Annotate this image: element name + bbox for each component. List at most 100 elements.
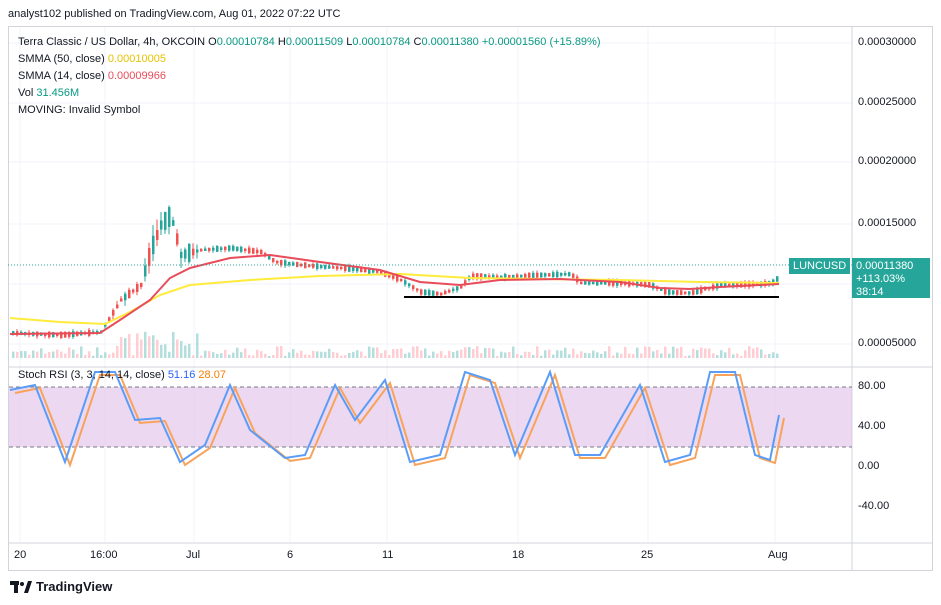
price-tick: 0.00025000: [858, 96, 917, 108]
stoch-band: [9, 387, 852, 447]
volume-bar: [240, 352, 243, 358]
volume-bar: [436, 353, 439, 358]
volume-bar: [348, 352, 351, 358]
candle-body: [564, 273, 567, 276]
smma-50-legend[interactable]: SMMA (50, close) 0.00010005: [18, 53, 166, 65]
candle-body: [728, 283, 731, 286]
volume-bar: [140, 339, 143, 358]
volume-bar: [468, 346, 471, 358]
candle-body: [172, 220, 175, 226]
candle-body: [116, 304, 119, 309]
volume-bar: [404, 353, 407, 358]
volume-bar: [188, 343, 191, 358]
candle-body: [444, 290, 447, 295]
candle-body: [180, 251, 183, 259]
volume-bar: [364, 355, 367, 358]
candle-body: [604, 281, 607, 285]
candle-body: [696, 288, 699, 295]
candle-body: [308, 264, 311, 267]
volume-bar: [232, 352, 235, 358]
stoch-legend[interactable]: Stoch RSI (3, 3, 14, 14, close) 51.16 28…: [18, 369, 226, 381]
candle-body: [660, 288, 663, 291]
candle-body: [132, 289, 135, 293]
candle-body: [536, 272, 539, 278]
candle-body: [440, 292, 443, 296]
candle-body: [280, 259, 283, 266]
candle-body: [268, 255, 271, 260]
volume-bar: [104, 352, 107, 358]
candle-body: [108, 317, 111, 322]
volume-bar: [276, 346, 279, 358]
volume-bar: [328, 348, 331, 358]
volume-bar: [80, 346, 83, 358]
candle-body: [200, 248, 203, 252]
candle-body: [184, 249, 187, 259]
current-change: +113.03%: [856, 273, 906, 285]
candle-body: [552, 272, 555, 278]
tradingview-logo[interactable]: TradingView: [10, 579, 112, 594]
volume-bar: [472, 348, 475, 358]
volume-bar: [100, 355, 103, 358]
candle-body: [512, 274, 515, 278]
volume-bar: [440, 351, 443, 358]
chart-frame[interactable]: [8, 26, 933, 571]
candle-body: [372, 269, 375, 273]
volume-bar: [460, 349, 463, 358]
candle-body: [192, 248, 195, 256]
volume-bar: [424, 348, 427, 358]
candle-body: [136, 283, 139, 293]
candle-body: [716, 283, 719, 289]
volume-bar: [332, 352, 335, 358]
volume-legend[interactable]: Vol 31.456M: [18, 87, 80, 99]
candle-body: [432, 290, 435, 296]
candle-body: [348, 265, 351, 272]
candle-body: [112, 310, 115, 316]
volume-bar: [512, 346, 515, 358]
volume-bar: [296, 352, 299, 358]
ohlc-legend: Terra Classic / US Dollar, 4h, OKCOIN O0…: [18, 36, 601, 48]
symbol-title[interactable]: Terra Classic / US Dollar, 4h, OKCOIN: [18, 36, 206, 48]
time-tick: 6: [287, 549, 294, 561]
volume-bar: [72, 349, 75, 358]
volume-bar: [160, 344, 163, 358]
volume-bar: [292, 349, 295, 358]
volume-bar: [224, 349, 227, 358]
candle-body: [404, 280, 407, 285]
candle-body: [292, 262, 295, 266]
candle-body: [652, 283, 655, 289]
volume-bar: [212, 352, 215, 358]
candle-body: [352, 267, 355, 271]
candle-body: [152, 235, 155, 255]
candle-body: [232, 245, 235, 251]
grid-lines: [9, 27, 852, 542]
candle-body: [724, 282, 727, 287]
candle-body: [736, 282, 739, 287]
moving-legend[interactable]: MOVING: Invalid Symbol: [18, 104, 141, 116]
volume-bar: [132, 355, 135, 358]
time-tick: 20: [14, 549, 27, 561]
volume-bar: [744, 350, 747, 358]
candle-body: [680, 290, 683, 295]
volume-bar: [120, 337, 123, 358]
time-tick: 11: [382, 549, 394, 561]
volume-bar: [252, 355, 255, 358]
volume-bar: [628, 353, 631, 358]
candlesticks: [12, 205, 779, 340]
candle-body: [128, 289, 131, 299]
volume-bar: [580, 351, 583, 358]
volume-bar: [52, 351, 55, 358]
candle-body: [508, 275, 511, 279]
smma-14-legend[interactable]: SMMA (14, close) 0.00009966: [18, 70, 166, 82]
candle-body: [488, 275, 491, 278]
volume-bar: [668, 353, 671, 358]
candle-body: [236, 246, 239, 251]
volume-bars: [12, 331, 779, 358]
candle-body: [68, 331, 71, 337]
volume-bar: [660, 353, 663, 358]
volume-bar: [12, 351, 15, 358]
volume-bar: [584, 352, 587, 358]
volume-bar: [168, 351, 171, 358]
volume-bar: [128, 333, 131, 358]
volume-bar: [24, 351, 27, 358]
